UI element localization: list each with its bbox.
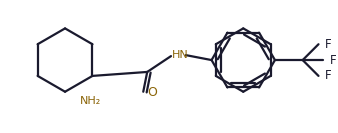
- Text: O: O: [147, 86, 157, 99]
- Text: F: F: [324, 38, 331, 51]
- Text: F: F: [324, 69, 331, 82]
- Text: NH₂: NH₂: [80, 96, 101, 106]
- Text: F: F: [330, 54, 336, 67]
- Text: HN: HN: [172, 50, 189, 60]
